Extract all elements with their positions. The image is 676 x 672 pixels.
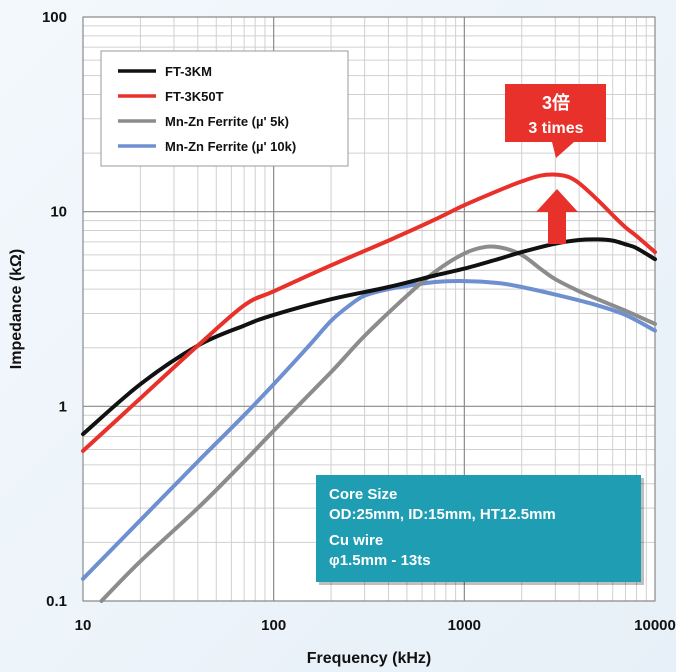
series-line <box>81 237 657 437</box>
y-tick-label: 10 <box>50 204 67 221</box>
callout: 3倍 3 times <box>505 84 606 244</box>
info-line-wire: Cu wire <box>329 532 383 549</box>
legend-label: FT-3KM <box>165 64 212 79</box>
y-axis-title: Impedance (kΩ) <box>8 249 25 369</box>
legend: FT-3KM FT-3K50T Mn-Zn Ferrite (µ' 5k) Mn-Zn… <box>100 50 349 167</box>
legend-label: FT-3K50T <box>165 89 224 104</box>
info-line-core-size: Core Size <box>329 486 397 503</box>
callout-line1: 3倍 <box>542 92 570 113</box>
up-arrow-icon <box>536 189 578 244</box>
info-box: Core Size OD:25mm, ID:15mm, HT12.5mm Cu … <box>316 475 644 585</box>
series-line <box>81 172 657 453</box>
x-tick-label: 10000 <box>634 617 676 634</box>
x-tick-label: 10 <box>75 617 92 634</box>
legend-label: Mn-Zn Ferrite (µ' 5k) <box>165 114 289 129</box>
x-tick-label: 1000 <box>448 617 481 634</box>
series-line <box>99 244 657 603</box>
callout-line2: 3 times <box>528 120 583 137</box>
legend-label: Mn-Zn Ferrite (µ' 10k) <box>165 139 296 154</box>
x-axis-title: Frequency (kHz) <box>307 650 431 667</box>
y-tick-label: 100 <box>42 9 67 26</box>
y-tick-labels: 0.1 1 10 100 <box>42 9 67 610</box>
series-lines <box>81 172 657 603</box>
y-tick-label: 0.1 <box>46 593 67 610</box>
info-line-dimensions: OD:25mm, ID:15mm, HT12.5mm <box>329 506 556 523</box>
x-tick-labels: 10 100 1000 10000 <box>75 617 676 634</box>
callout-bubble <box>505 84 606 158</box>
x-tick-label: 100 <box>261 617 286 634</box>
y-tick-label: 1 <box>59 398 67 415</box>
series-line <box>81 279 657 581</box>
info-line-wire-size: φ1.5mm - 13ts <box>329 552 431 569</box>
info-box-background <box>316 475 641 582</box>
